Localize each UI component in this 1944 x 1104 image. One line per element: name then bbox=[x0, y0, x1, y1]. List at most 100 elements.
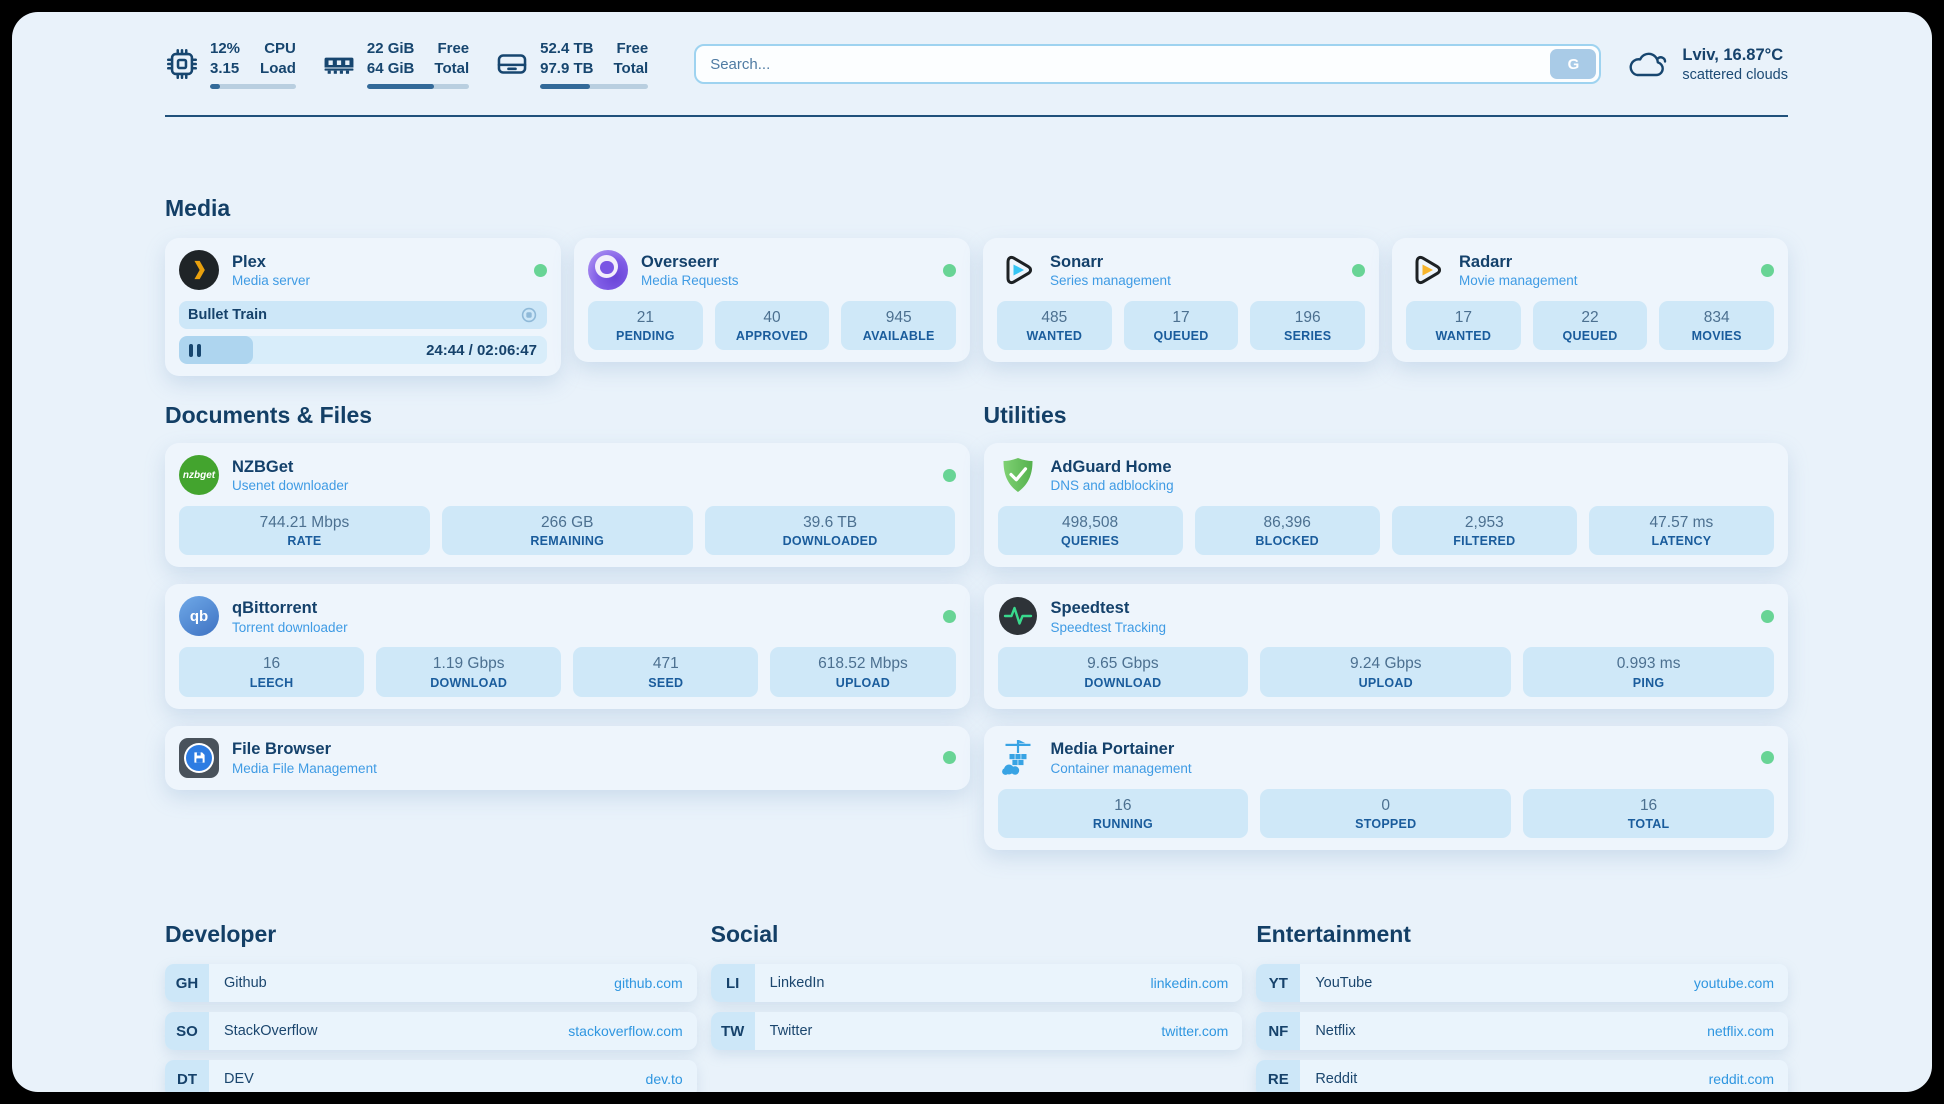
app-desc: Series management bbox=[1050, 273, 1171, 289]
stat-label: LEECH bbox=[249, 675, 294, 690]
link-url: youtube.com bbox=[1693, 975, 1774, 992]
stat-value: 2,953 bbox=[1464, 514, 1504, 531]
header-divider bbox=[165, 115, 1788, 117]
app-name: Radarr bbox=[1459, 252, 1513, 271]
overseerr-icon bbox=[588, 250, 628, 290]
session-disc-icon bbox=[521, 307, 537, 323]
stat-value: 9.24 Gbps bbox=[1349, 655, 1422, 673]
stat-value: 86,396 bbox=[1263, 514, 1311, 531]
memory-free: 22 GiB bbox=[366, 40, 415, 58]
stat-label: QUEUED bbox=[1153, 329, 1209, 344]
stat-value: 22 bbox=[1581, 309, 1599, 326]
stat-value: 485 bbox=[1041, 309, 1068, 326]
app-desc: Container management bbox=[1050, 761, 1192, 777]
stat-label: UPLOAD bbox=[835, 675, 891, 690]
link-name: LinkedIn bbox=[769, 975, 825, 992]
app-card-filebrowser[interactable]: File Browser Media File Management bbox=[165, 725, 970, 790]
app-name: Overseerr bbox=[641, 252, 719, 271]
dashboard: 12% 3.15 CPU Load bbox=[12, 12, 1932, 1092]
app-name: Plex bbox=[232, 252, 266, 271]
status-online-dot bbox=[1352, 263, 1365, 277]
portainer-crane-icon bbox=[1001, 739, 1030, 775]
cpu-percent: 12% bbox=[210, 40, 241, 58]
app-card-portainer[interactable]: Media Portainer Container management 16 … bbox=[983, 725, 1788, 851]
stat-label: SEED bbox=[648, 675, 684, 690]
app-name: qBittorrent bbox=[232, 599, 318, 618]
search-input[interactable] bbox=[694, 44, 1602, 84]
stat-value: 47.57 ms bbox=[1649, 514, 1714, 531]
stat-label: DOWNLOADED bbox=[782, 534, 878, 549]
adguard-shield-icon bbox=[1003, 458, 1032, 492]
disk-progress-track bbox=[540, 83, 649, 89]
stat-label: QUERIES bbox=[1061, 534, 1120, 549]
stat-label: REMAINING bbox=[530, 534, 605, 549]
stat-value: 16 bbox=[1114, 796, 1132, 814]
link-dev[interactable]: DT DEV dev.to bbox=[165, 1060, 697, 1092]
stat-tile: 834 MOVIES bbox=[1659, 301, 1775, 351]
app-card-overseerr[interactable]: Overseerr Media Requests 21 PENDING 40 A… bbox=[574, 238, 970, 363]
app-desc: Usenet downloader bbox=[232, 478, 349, 494]
link-abbr: NF bbox=[1256, 1012, 1301, 1051]
link-abbr: TW bbox=[710, 1012, 755, 1051]
app-card-radarr[interactable]: Radarr Movie management 17 WANTED 22 QUE… bbox=[1392, 238, 1788, 363]
stat-tile: 266 GB REMAINING bbox=[441, 506, 693, 556]
link-youtube[interactable]: YT YouTube youtube.com bbox=[1256, 964, 1788, 1003]
stat-value: 21 bbox=[636, 309, 654, 326]
stat-tile: 47.57 ms LATENCY bbox=[1588, 506, 1774, 556]
stat-tile: 945 AVAILABLE bbox=[841, 301, 957, 351]
stat-tile: 17 WANTED bbox=[1406, 301, 1521, 351]
link-twitter[interactable]: TW Twitter twitter.com bbox=[710, 1012, 1243, 1051]
player-time: 24:44 / 02:06:47 bbox=[426, 341, 537, 359]
app-name: AdGuard Home bbox=[1050, 457, 1172, 476]
app-name: File Browser bbox=[232, 740, 332, 759]
status-online-dot bbox=[1761, 751, 1774, 765]
media-grid: Plex Media server Bullet Train 24:44 / 0… bbox=[165, 238, 1788, 376]
stat-tile: 9.65 Gbps DOWNLOAD bbox=[997, 647, 1249, 697]
cpu-widget: 12% 3.15 CPU Load bbox=[165, 39, 296, 89]
stat-value: 17 bbox=[1172, 309, 1190, 326]
section-title-media: Media bbox=[165, 195, 231, 221]
disk-total: 97.9 TB bbox=[540, 60, 594, 77]
app-card-qbittorrent[interactable]: qb qBittorrent Torrent downloader 16 LEE… bbox=[165, 584, 970, 709]
status-online-dot bbox=[942, 468, 956, 482]
link-github[interactable]: GH Github github.com bbox=[165, 964, 697, 1003]
app-card-plex[interactable]: Plex Media server Bullet Train 24:44 / 0… bbox=[165, 238, 561, 376]
app-card-speedtest[interactable]: Speedtest Speedtest Tracking 9.65 Gbps D… bbox=[983, 584, 1788, 709]
status-online-dot bbox=[942, 751, 956, 765]
link-abbr: LI bbox=[710, 964, 755, 1003]
stat-label: LATENCY bbox=[1651, 534, 1712, 549]
status-online-dot bbox=[942, 609, 956, 623]
memory-label-1: Free bbox=[437, 40, 470, 58]
search-provider-button[interactable]: G bbox=[1550, 49, 1597, 79]
stat-label: MOVIES bbox=[1691, 329, 1742, 344]
stat-value: 0 bbox=[1381, 796, 1391, 814]
link-netflix[interactable]: NF Netflix netflix.com bbox=[1256, 1012, 1788, 1051]
stat-value: 618.52 Mbps bbox=[818, 655, 908, 673]
section-title-social: Social bbox=[710, 921, 779, 948]
stat-label: PING bbox=[1632, 675, 1665, 690]
app-card-sonarr[interactable]: Sonarr Series management 485 WANTED 17 Q… bbox=[983, 238, 1379, 363]
sonarr-icon bbox=[1006, 255, 1033, 285]
stat-label: SERIES bbox=[1284, 329, 1332, 344]
link-stackoverflow[interactable]: SO StackOverflow stackoverflow.com bbox=[165, 1012, 697, 1051]
app-card-nzbget[interactable]: nzbget NZBGet Usenet downloader 744.21 M… bbox=[165, 443, 970, 568]
app-name: NZBGet bbox=[232, 457, 294, 476]
speedtest-icon bbox=[998, 597, 1037, 636]
pause-icon bbox=[189, 343, 201, 357]
search-bar: G bbox=[694, 44, 1602, 84]
stat-tile: 196 SERIES bbox=[1250, 301, 1366, 351]
link-url: stackoverflow.com bbox=[568, 1023, 683, 1040]
stat-value: 40 bbox=[763, 309, 781, 326]
section-title-developer: Developer bbox=[165, 921, 277, 948]
stat-value: 266 GB bbox=[540, 514, 594, 531]
stat-label: STOPPED bbox=[1355, 817, 1417, 832]
link-reddit[interactable]: RE Reddit reddit.com bbox=[1256, 1060, 1788, 1092]
app-desc: Media server bbox=[232, 273, 311, 289]
radarr-icon bbox=[1415, 255, 1442, 285]
cpu-load: 3.15 bbox=[210, 60, 240, 77]
link-linkedin[interactable]: LI LinkedIn linkedin.com bbox=[710, 964, 1243, 1003]
cpu-progress-track bbox=[210, 83, 296, 89]
memory-progress-track bbox=[366, 83, 470, 89]
app-card-adguard[interactable]: AdGuard Home DNS and adblocking 498,508 … bbox=[983, 443, 1788, 568]
memory-label-2: Total bbox=[434, 60, 470, 77]
